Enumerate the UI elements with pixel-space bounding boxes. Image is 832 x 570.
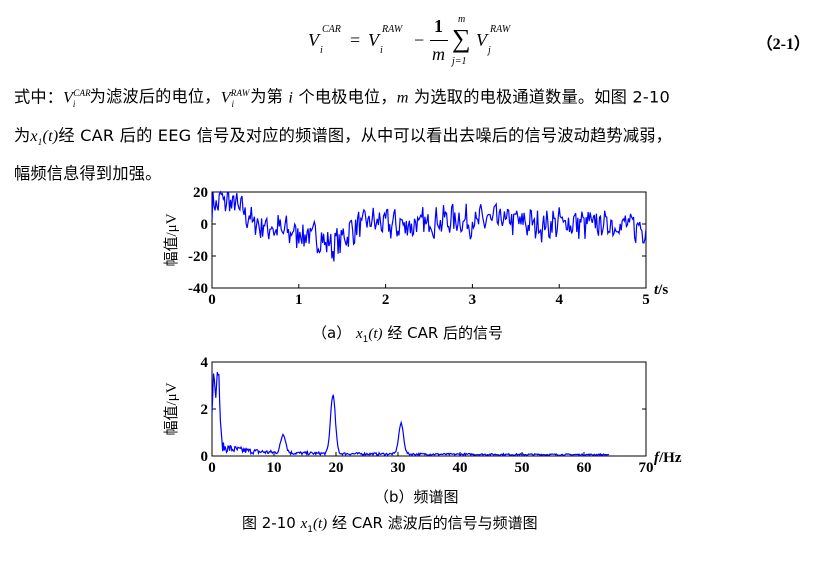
fig-x: x [300,516,308,532]
fig-label: 图 2-10 [242,514,296,532]
para-line-2: 为x1(t)经 CAR 后的 EEG 信号及对应的频谱图，从中可以看出去噪后的信… [14,120,820,158]
para-line-3: 幅频信息得到加强。 [14,158,820,189]
chart-time-signal: 0 1 2 3 4 5 20 0 -20 -40 t/s 幅值/μV [163,185,668,308]
text-span: 个电极电位， [298,87,397,107]
y-axis-label: 幅值/μV [163,382,180,435]
eq-sum-sup: RAW [490,24,511,35]
text-span: 式中： [14,87,64,107]
text-span: 为第 [250,87,284,107]
x-tick-label: 2 [382,292,390,308]
y-tick-label: -20 [188,249,208,265]
y-axis-label: 幅值/μV [163,213,180,266]
text-span: 为选取的电极通道数量。如图 2-10 [414,87,670,107]
var-sup: RAW [230,88,250,98]
var-t: (t) [42,126,59,145]
y-tick-label: -40 [188,281,208,297]
caption-a: （a） x1(t) 经 CAR 后的信号 [312,322,503,345]
fig-sub: 1 [307,525,313,535]
x-tick-label: 4 [555,292,563,308]
var-i: i [288,88,294,107]
var-x: x [30,126,38,145]
eq-lhs: V [308,30,319,50]
y-tick-label: 20 [193,185,208,201]
para-line-1: 式中：VCARi 为滤波后的电位，VRAWi 为第 i 个电极电位，m 为选取的电极… [14,78,820,120]
eq-sum-v: V [476,30,487,50]
y-tick-label: 0 [201,217,209,233]
eq-lhs-sup: CAR [322,24,341,35]
eq-sum-top: m [458,14,466,25]
fig-t: (t) [313,516,328,532]
y-tick-label: 4 [201,355,209,371]
text-span: 为滤波后的电位， [89,87,221,107]
x-tick-label: 20 [329,460,344,476]
eq-frac-num: 1 [434,16,443,36]
equation-number: （2-1） [756,36,810,53]
x-axis-label: t/s [654,282,668,298]
var-sub: 1 [37,136,43,147]
caption-a-sub: 1 [362,335,369,345]
eq-sum-sign: ∑ [452,24,471,53]
var-sub: i [72,98,76,109]
signal-series-line [211,190,647,262]
caption-a-t: (t) [368,326,383,342]
eq-minus: − [414,30,425,50]
x-axis-label: f/Hz [654,450,682,466]
caption-a-label: （a） [312,324,352,342]
y-tick-label: 2 [201,402,209,418]
text-span: 经 CAR 后的 EEG 信号及对应的频谱图，从中可以看出去噪后的信号波动趋势减… [58,125,672,145]
eq-rhs-v: V [368,30,379,50]
x-tick-label: 0 [208,292,216,308]
equation: V CAR i = V RAW i − 1 m m ∑ j=1 V RAW j [300,14,540,68]
x-tick-label: 30 [391,460,406,476]
var-v: V [220,88,231,107]
plot-frame [211,191,647,289]
x-tick-label: 10 [267,460,282,476]
var-m: m [396,88,409,107]
x-tick-label: 40 [453,460,468,476]
x-tick-label: 50 [515,460,530,476]
fig-text: 经 CAR 滤波后的信号与频谱图 [331,514,538,532]
eq-rhs-sup: RAW [382,24,403,35]
body-paragraph: 式中：VCARi 为滤波后的电位，VRAWi 为第 i 个电极电位，m 为选取的电极… [14,78,820,189]
text-span: 幅频信息得到加强。 [14,163,162,183]
figure-caption: 图 2-10 x1(t) 经 CAR 滤波后的信号与频谱图 [242,512,538,535]
eq-frac-den: m [432,44,445,64]
eq-sum-bottom: j=1 [452,56,467,67]
x-tick-label: 3 [469,292,477,308]
caption-b: （b）频谱图 [374,488,459,506]
var-sub: i [231,98,235,109]
x-tick-label: 70 [639,460,654,476]
x-tick-label: 60 [577,460,592,476]
caption-a-x: x [355,326,363,342]
x-tick-label: 0 [208,460,216,476]
spectrum-series-line [211,371,610,457]
eq-lhs-sub: i [320,45,323,56]
text-span: 为 [14,125,31,145]
y-tick-label: 0 [201,449,209,465]
eq-rhs-sub: i [380,45,383,56]
x-tick-label: 5 [642,292,650,308]
caption-a-text: 经 CAR 后的信号 [387,324,504,342]
x-tick-label: 1 [295,292,303,308]
var-v: V [63,88,74,107]
var-sup: CAR [73,88,91,98]
eq-frac-bar [430,40,448,41]
eq-sum-sub: j [488,45,491,56]
eq-equals: = [350,30,361,50]
plot-frame [211,361,647,457]
